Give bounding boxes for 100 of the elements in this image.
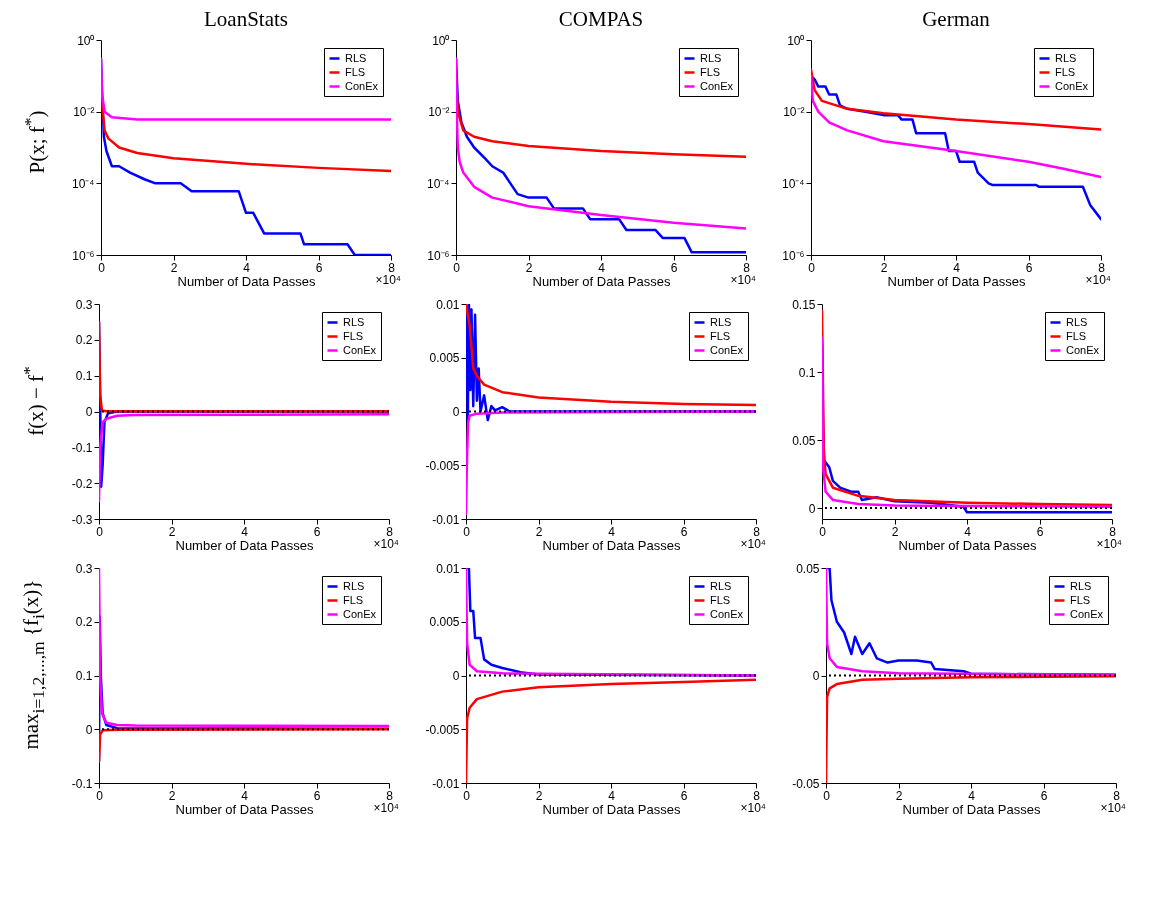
y-tick-label: 0 xyxy=(812,669,820,683)
x-tick-label: 2 xyxy=(170,260,178,275)
y-tick-label: 0.005 xyxy=(429,615,460,630)
x-tick-label: 0 xyxy=(463,524,471,539)
x-tick-label: 0 xyxy=(98,260,106,275)
x-tick-label: 8 xyxy=(753,788,761,803)
y-tick-label: -0.005 xyxy=(425,722,460,737)
legend-label: FLS xyxy=(343,329,364,342)
x-axis-title: Number of Data Passes xyxy=(532,273,671,289)
x-tick-label: 8 xyxy=(1098,260,1106,275)
x-tick-label: 4 xyxy=(964,524,972,539)
x-tick-label: 6 xyxy=(1025,260,1033,275)
legend-label: FLS xyxy=(1066,329,1087,342)
x-tick-label: 2 xyxy=(168,524,176,539)
legend-label: FLS xyxy=(343,593,364,606)
legend-label: RLS xyxy=(345,51,367,64)
x-tick-label: 4 xyxy=(968,788,976,803)
legend-label: ConEx xyxy=(1066,343,1100,356)
x-tick-label: 8 xyxy=(386,524,394,539)
chart-title: German xyxy=(922,7,991,31)
legend-label: ConEx xyxy=(700,79,734,92)
y-tick-label: -0.01 xyxy=(432,512,460,527)
y-tick-label: 10⁻² xyxy=(783,105,805,120)
y-tick-label: 0.2 xyxy=(75,333,93,348)
x-tick-label: 8 xyxy=(386,788,394,803)
y-tick-label: 10⁰ xyxy=(432,33,450,48)
y-tick-label: 10⁻² xyxy=(73,105,95,120)
y-tick-label: -0.1 xyxy=(71,440,93,455)
y-tick-label: 10⁰ xyxy=(77,33,95,48)
x-tick-label: 6 xyxy=(680,524,688,539)
x-axis-title: Number of Data Passes xyxy=(177,273,316,289)
x-tick-label: 4 xyxy=(953,260,961,275)
y-tick-label: -0.005 xyxy=(425,458,460,473)
y-tick-label: 0.1 xyxy=(798,365,816,380)
text: ×10⁴ xyxy=(740,801,766,815)
text: ×10⁴ xyxy=(375,273,401,287)
legend-label: ConEx xyxy=(710,607,744,620)
y-tick-label: 0.3 xyxy=(75,561,93,576)
legend-label: FLS xyxy=(710,329,731,342)
x-axis-title: Number of Data Passes xyxy=(887,273,1026,289)
y-tick-label: 0 xyxy=(452,669,460,683)
legend-label: ConEx xyxy=(1055,79,1089,92)
x-tick-label: 4 xyxy=(241,524,249,539)
y-tick-label: 10⁻² xyxy=(428,105,450,120)
x-tick-label: 8 xyxy=(753,524,761,539)
x-tick-label: 8 xyxy=(1113,788,1121,803)
y-tick-label: -0.3 xyxy=(71,512,93,527)
x-tick-label: 0 xyxy=(463,788,471,803)
x-tick-label: 4 xyxy=(608,524,616,539)
y-tick-label: 0 xyxy=(808,501,816,516)
x-tick-label: 2 xyxy=(525,260,533,275)
y-tick-label: 0 xyxy=(85,722,93,737)
y-tick-label: 0.2 xyxy=(75,615,93,630)
text: ×10⁴ xyxy=(1096,537,1122,551)
y-tick-label: 10⁻⁶ xyxy=(782,248,805,263)
legend-label: RLS xyxy=(1066,315,1088,328)
legend-label: FLS xyxy=(1055,65,1076,78)
y-tick-label: 10⁻⁶ xyxy=(427,248,450,263)
x-tick-label: 2 xyxy=(895,788,903,803)
y-tick-label: 0.05 xyxy=(792,433,816,448)
y-tick-label: 0.05 xyxy=(796,561,820,576)
y-tick-label: 0.3 xyxy=(75,297,93,312)
legend-label: FLS xyxy=(1070,593,1091,606)
y-tick-label: -0.05 xyxy=(792,776,820,791)
legend-label: RLS xyxy=(710,315,732,328)
legend-label: FLS xyxy=(710,593,731,606)
legend-label: RLS xyxy=(700,51,722,64)
x-tick-label: 2 xyxy=(535,524,543,539)
x-tick-label: 4 xyxy=(608,788,616,803)
x-tick-label: 2 xyxy=(168,788,176,803)
y-tick-label: 10⁻⁴ xyxy=(781,176,805,191)
x-tick-label: 8 xyxy=(388,260,396,275)
chart-title: LoanStats xyxy=(204,7,288,31)
x-tick-label: 4 xyxy=(598,260,606,275)
x-axis-title: Number of Data Passes xyxy=(175,537,314,553)
legend-label: ConEx xyxy=(1070,607,1104,620)
x-tick-label: 6 xyxy=(680,788,688,803)
legend-label: RLS xyxy=(710,579,732,592)
text: ×10⁴ xyxy=(1085,273,1111,287)
chart-title: COMPAS xyxy=(558,7,644,31)
legend-label: ConEx xyxy=(710,343,744,356)
text: ×10⁴ xyxy=(1100,801,1126,815)
text: ×10⁴ xyxy=(730,273,756,287)
x-tick-label: 4 xyxy=(243,260,251,275)
legend-label: ConEx xyxy=(343,343,377,356)
y-tick-label: -0.01 xyxy=(432,776,460,791)
text: ×10⁴ xyxy=(740,537,766,551)
x-tick-label: 8 xyxy=(1109,524,1117,539)
x-tick-label: 2 xyxy=(880,260,888,275)
y-tick-label: 10⁻⁴ xyxy=(426,176,450,191)
x-tick-label: 6 xyxy=(1040,788,1048,803)
x-axis-title: Number of Data Passes xyxy=(898,537,1037,553)
legend-label: ConEx xyxy=(345,79,379,92)
legend-label: RLS xyxy=(343,315,365,328)
legend-label: RLS xyxy=(1055,51,1077,64)
y-tick-label: -0.1 xyxy=(71,776,93,791)
x-tick-label: 6 xyxy=(313,524,321,539)
x-tick-label: 4 xyxy=(241,788,249,803)
y-tick-label: 0.01 xyxy=(436,297,460,312)
y-tick-label: 0 xyxy=(452,405,460,419)
